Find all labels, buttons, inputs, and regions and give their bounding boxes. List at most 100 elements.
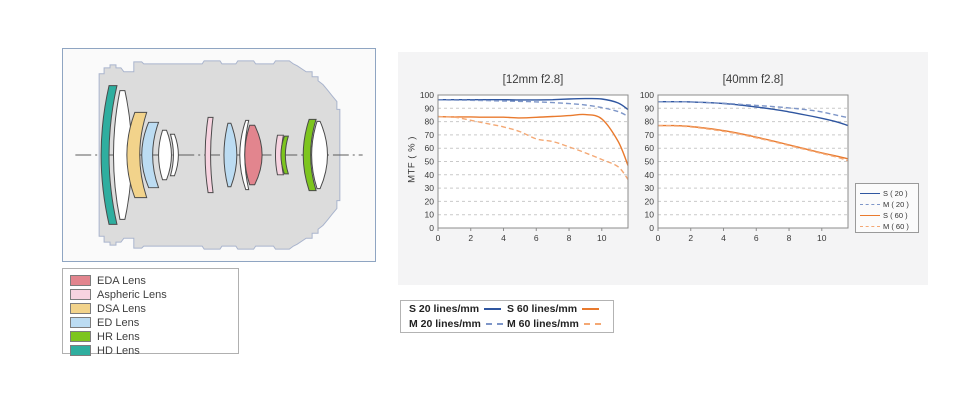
mtf-panel: [12mm f2.8] [40mm f2.8] MTF ( % ) 0 10 20 3… <box>398 52 928 285</box>
plot-frame <box>437 94 629 229</box>
legend-item-ed: ED Lens <box>70 316 238 329</box>
plot-area <box>658 95 848 228</box>
s20-label: S ( 20 ) <box>883 188 908 198</box>
m20-label: M ( 20 ) <box>883 199 909 209</box>
hr-label: HR Lens <box>97 330 140 343</box>
eda-label: EDA Lens <box>97 274 146 287</box>
lens-element-hr-2 <box>302 118 317 192</box>
x-tick-label: 2 <box>468 233 473 243</box>
lens-element-hr-1 <box>280 135 290 175</box>
s60-lines-label: S 60 lines/mm <box>507 303 578 315</box>
lens-element-glass-5 <box>311 120 328 190</box>
hd-label: HD Lens <box>97 344 140 357</box>
legend-item-aspheric: Aspheric Lens <box>70 288 238 301</box>
lens-element-ed-1 <box>141 121 160 189</box>
y-tick-label: 100 <box>640 90 654 100</box>
lens-diagram-panel <box>62 48 376 262</box>
y-tick-label: 40 <box>645 170 655 180</box>
s60-lines-sample <box>582 308 600 310</box>
plot-area <box>438 95 628 228</box>
aspheric-label: Aspheric Lens <box>97 288 167 301</box>
lens-element-glass-1 <box>113 90 133 220</box>
legend-item-hd: HD Lens <box>70 344 238 357</box>
m60-lines-sample <box>583 323 601 325</box>
lens-element-dsa <box>126 111 148 199</box>
m60-label: M ( 60 ) <box>883 221 909 231</box>
y-tick-label: 10 <box>645 210 655 220</box>
x-tick-label: 10 <box>597 233 607 243</box>
y-tick-label: 70 <box>425 130 435 140</box>
s20-lines-label: S 20 lines/mm <box>409 303 480 315</box>
x-tick-label: 10 <box>817 233 827 243</box>
y-tick-label: 100 <box>420 90 434 100</box>
ed-swatch <box>70 317 91 328</box>
series-line-m60 <box>657 124 849 162</box>
legend-item-dsa: DSA Lens <box>70 302 238 315</box>
s20-lines-sample <box>484 308 502 310</box>
aspheric-swatch <box>70 289 91 300</box>
y-tick-label: 50 <box>645 157 655 167</box>
y-tick-label: 30 <box>425 183 435 193</box>
lens-type-legend: EDA Lens Aspheric Lens DSA Lens ED Lens … <box>62 268 239 357</box>
y-tick-label: 50 <box>425 157 435 167</box>
chart-title-40mm: [40mm f2.8] <box>722 74 784 86</box>
y-tick-label: 30 <box>645 183 655 193</box>
x-tick-label: 6 <box>754 233 759 243</box>
y-tick-label: 80 <box>425 117 435 127</box>
y-tick-label: 10 <box>425 210 435 220</box>
y-tick-label: 40 <box>425 170 435 180</box>
dsa-label: DSA Lens <box>97 302 146 315</box>
lens-element-aspheric-1 <box>204 116 214 194</box>
legend-item-s60-lines: S 60 lines/mm <box>507 303 605 316</box>
legend-item-hr: HR Lens <box>70 330 238 343</box>
chart-title-12mm: [12mm f2.8] <box>502 74 564 86</box>
legend-row-m20: M ( 20 ) <box>860 199 915 209</box>
eda-swatch <box>70 275 91 286</box>
lens-element-glass-2 <box>158 129 172 181</box>
m20-line-sample <box>860 203 880 205</box>
x-tick-label: 4 <box>721 233 726 243</box>
legend-item-m20-lines: M 20 lines/mm <box>409 318 507 331</box>
legend-item-s20-lines: S 20 lines/mm <box>409 303 507 316</box>
x-tick-label: 0 <box>436 233 441 243</box>
x-tick-label: 8 <box>567 233 572 243</box>
lines-per-mm-legend: S 20 lines/mm S 60 lines/mm M 20 lines/m… <box>400 300 614 333</box>
y-tick-label: 20 <box>425 196 435 206</box>
series-line-m20 <box>437 99 629 117</box>
y-tick-label: 60 <box>425 143 435 153</box>
y-tick-label: 80 <box>645 117 655 127</box>
ed-label: ED Lens <box>97 316 140 329</box>
x-tick-label: 4 <box>501 233 506 243</box>
legend-item-eda: EDA Lens <box>70 274 238 287</box>
s60-label: S ( 60 ) <box>883 210 908 220</box>
series-line-s60 <box>437 113 629 166</box>
y-tick-label: 60 <box>645 143 655 153</box>
series-line-m20 <box>657 100 849 119</box>
dsa-swatch <box>70 303 91 314</box>
s60-line-sample <box>860 214 880 216</box>
s20-line-sample <box>860 192 880 194</box>
y-tick-label: 90 <box>645 103 655 113</box>
lens-element-glass-3 <box>169 133 179 177</box>
lens-cross-section <box>75 60 363 250</box>
y-tick-label: 70 <box>645 130 655 140</box>
y-tick-label: 0 <box>649 223 654 233</box>
series-line-m60 <box>437 115 629 180</box>
mtf-chart-40mm: 0 10 20 30 40 50 60 70 80 90 100 0 2 4 6 8 10 <box>640 90 849 243</box>
lens-element-eda <box>244 124 263 186</box>
mtf-chart-12mm: 0 10 20 30 40 50 60 70 80 90 100 0 2 4 6 8 10 <box>420 90 629 243</box>
lens-element-ed-2 <box>223 122 238 188</box>
y-tick-label: 20 <box>645 196 655 206</box>
y-tick-label: 0 <box>429 223 434 233</box>
y-tick-label: 90 <box>425 103 435 113</box>
legend-row-s20: S ( 20 ) <box>860 188 915 198</box>
hd-swatch <box>70 345 91 356</box>
legend-row-m60: M ( 60 ) <box>860 221 915 231</box>
m60-line-sample <box>860 225 880 227</box>
x-tick-label: 8 <box>787 233 792 243</box>
x-tick-label: 6 <box>534 233 539 243</box>
legend-item-m60-lines: M 60 lines/mm <box>507 318 605 331</box>
hr-swatch <box>70 331 91 342</box>
m60-lines-label: M 60 lines/mm <box>507 318 579 330</box>
